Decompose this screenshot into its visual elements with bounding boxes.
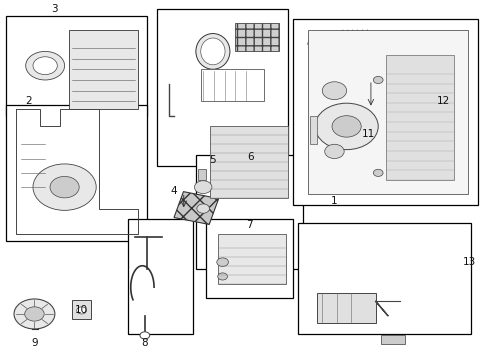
Bar (292, 19, 477, 205)
Text: 4: 4 (170, 186, 177, 196)
Circle shape (372, 76, 382, 84)
Bar (309, 116, 317, 144)
Bar (196, 155, 302, 269)
Text: 7: 7 (245, 220, 252, 230)
Circle shape (217, 273, 227, 280)
Circle shape (140, 332, 149, 339)
Circle shape (26, 51, 64, 80)
Bar (174, 192, 218, 224)
Circle shape (372, 169, 382, 176)
Circle shape (197, 204, 209, 213)
Bar (317, 293, 375, 323)
Bar (198, 169, 205, 180)
Bar (297, 223, 469, 334)
Text: 1: 1 (330, 197, 337, 206)
Bar (210, 126, 287, 198)
Bar (6, 105, 147, 241)
Circle shape (216, 258, 228, 266)
Bar (234, 23, 278, 51)
Bar (157, 9, 287, 166)
Ellipse shape (201, 38, 224, 65)
Bar (6, 16, 147, 116)
Text: 8: 8 (141, 338, 148, 347)
Circle shape (14, 299, 55, 329)
Bar (380, 336, 404, 344)
Circle shape (77, 307, 86, 314)
Bar (127, 219, 193, 334)
Bar (69, 30, 137, 109)
Bar (307, 30, 467, 194)
Text: 2: 2 (25, 96, 31, 107)
Text: 9: 9 (31, 338, 38, 347)
Bar (217, 234, 285, 284)
Circle shape (25, 307, 44, 321)
Bar (385, 55, 453, 180)
Bar (428, 123, 443, 137)
Text: 13: 13 (462, 257, 475, 267)
Text: 10: 10 (75, 305, 88, 315)
Circle shape (331, 116, 361, 137)
Bar (201, 69, 264, 102)
Text: 11: 11 (361, 129, 374, 139)
Text: 6: 6 (246, 152, 253, 162)
Circle shape (33, 57, 57, 75)
Circle shape (314, 103, 377, 150)
Bar (205, 219, 292, 298)
Ellipse shape (196, 33, 229, 69)
Text: 12: 12 (436, 96, 449, 107)
Bar (72, 300, 91, 319)
Circle shape (33, 164, 96, 210)
Text: 3: 3 (51, 4, 58, 14)
Circle shape (322, 82, 346, 100)
Circle shape (50, 176, 79, 198)
Text: 5: 5 (209, 156, 216, 165)
Circle shape (194, 181, 211, 194)
Circle shape (324, 144, 344, 158)
